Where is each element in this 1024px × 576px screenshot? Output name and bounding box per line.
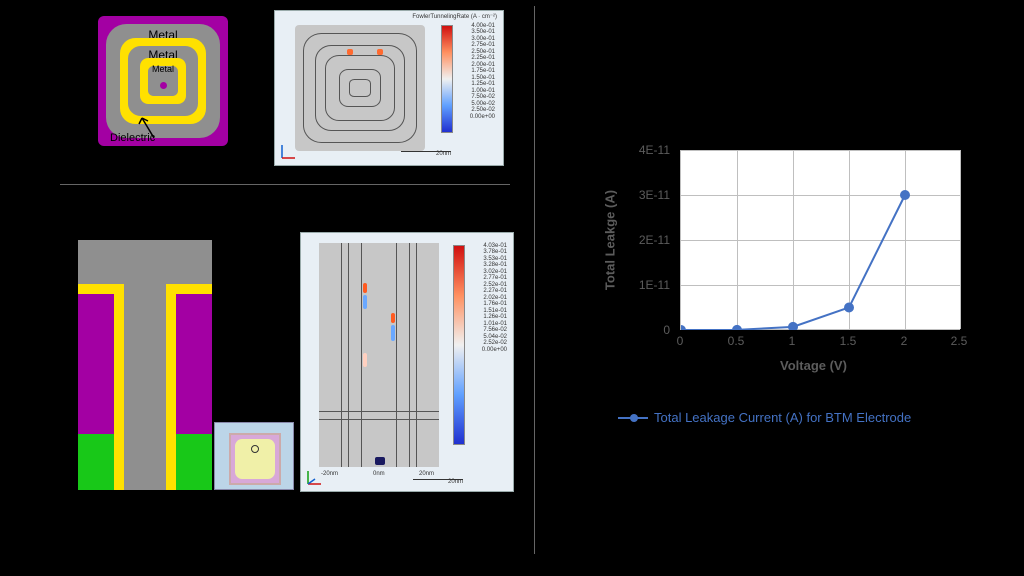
chart-plot-area [680,150,960,330]
sim-bottom-ticks: 4.03e-013.78e-013.53e-01 3.28e-013.02e-0… [467,243,507,353]
inset-locator [214,422,294,490]
ytick-0: 0 [600,323,670,337]
leakage-chart: Total Leakge (A) 4E-11 3E-11 2E-11 1E-11… [600,130,980,400]
sim-b-xt1: 0nm [373,471,385,477]
device-topview-schematic: Metal Metal Metal Dielectric [98,16,228,146]
vertical-divider [534,6,535,554]
xtick-2: 1 [777,334,807,348]
xtick-0: 0 [665,334,695,348]
xtick-3: 1.5 [833,334,863,348]
legend-label: Total Leakage Current (A) for BTM Electr… [654,410,911,425]
ytick-2: 2E-11 [600,233,670,247]
sim-panel-bottom: 4.03e-013.78e-013.53e-01 3.28e-013.02e-0… [300,232,514,492]
xtick-4: 2 [889,334,919,348]
sim-b-xt0: -20nm [321,471,338,477]
xtick-1: 0.5 [721,334,751,348]
device-cross-section [78,240,212,490]
legend-marker-icon [618,417,648,419]
chart-xlabel: Voltage (V) [780,358,847,373]
label-metal-inner: Metal [152,64,174,74]
axis-triad-icon [279,143,297,161]
sim-b-scale: 20nm [448,479,463,485]
chart-series-line [681,150,961,330]
chart-legend: Total Leakage Current (A) for BTM Electr… [618,410,911,425]
xtick-5: 2.5 [944,334,974,348]
sim-panel-top: FowlerTunnelingRate (A · cm⁻²) 4.00e-013… [274,10,504,166]
axis-triad-icon-2 [305,469,323,487]
ytick-1: 1E-11 [600,278,670,292]
sim-top-colorbar-title: FowlerTunnelingRate (A · cm⁻²) [412,13,497,20]
arrow-icon [136,114,160,140]
ytick-3: 3E-11 [600,188,670,202]
sim-top-ticks: 4.00e-013.50e-013.00e-01 2.75e-012.50e-0… [455,23,495,120]
sim-b-xt2: 20nm [419,471,434,477]
sim-top-scale: 20nm [436,151,451,157]
horizontal-divider [60,184,510,185]
ytick-4: 4E-11 [600,143,670,157]
